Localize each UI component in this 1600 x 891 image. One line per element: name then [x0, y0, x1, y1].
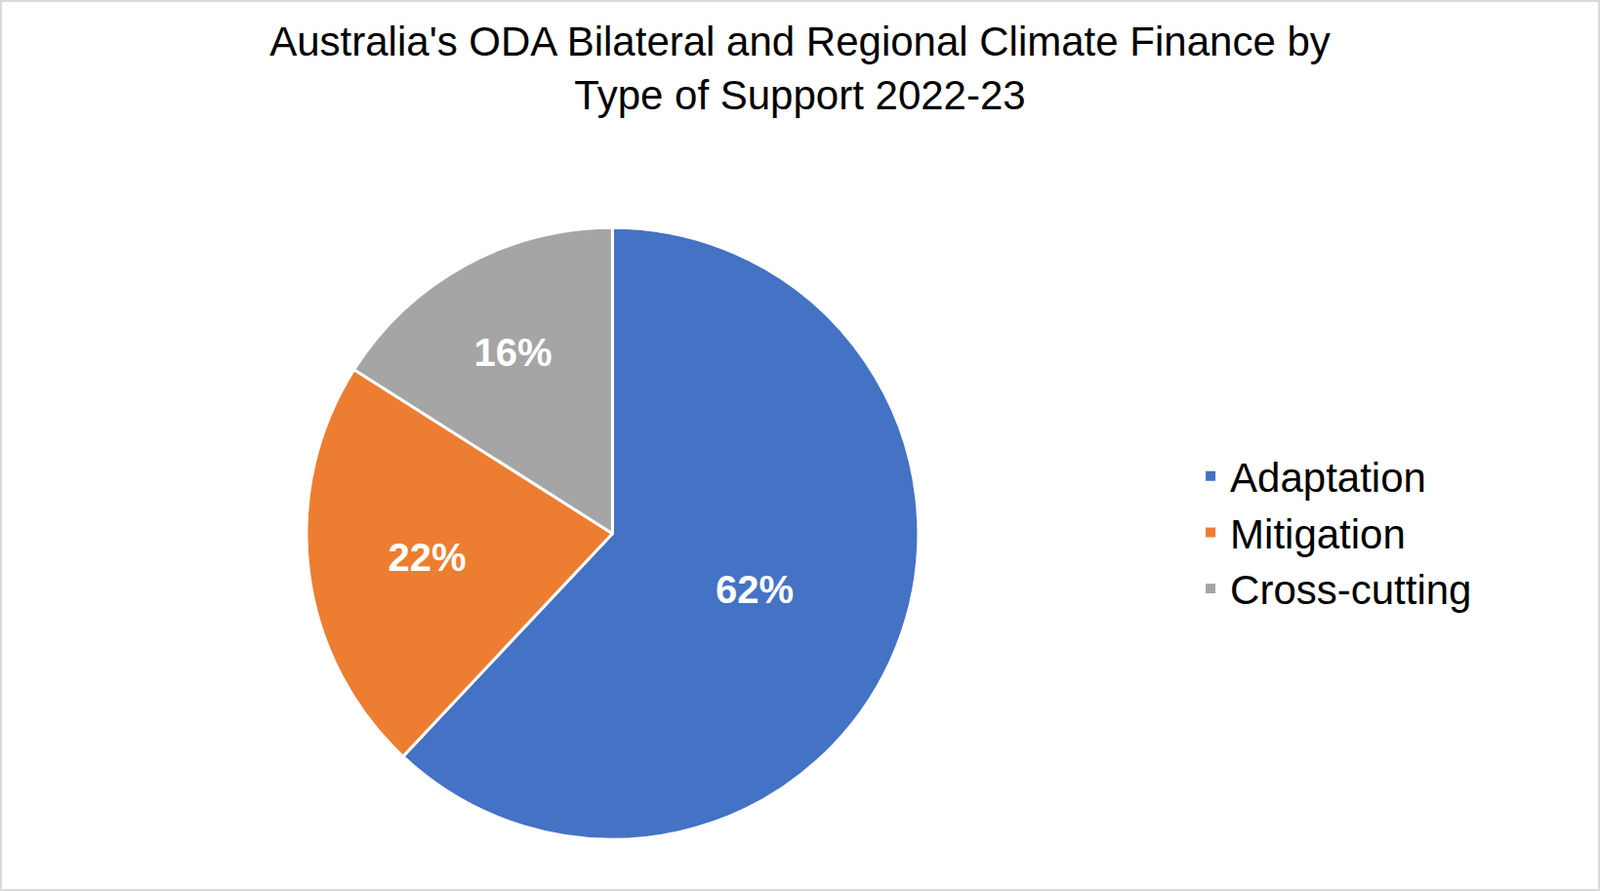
svg-text:Australia's ODA Bilateral and: Australia's ODA Bilateral and Regional C… — [269, 18, 1331, 119]
svg-text:16%: 16% — [473, 330, 552, 374]
svg-text:62%: 62% — [715, 568, 794, 612]
svg-text:Mitigation: Mitigation — [1230, 511, 1406, 558]
svg-text:Cross-cutting: Cross-cutting — [1230, 567, 1472, 614]
svg-text:Adaptation: Adaptation — [1230, 454, 1427, 501]
svg-text:22%: 22% — [387, 535, 466, 579]
